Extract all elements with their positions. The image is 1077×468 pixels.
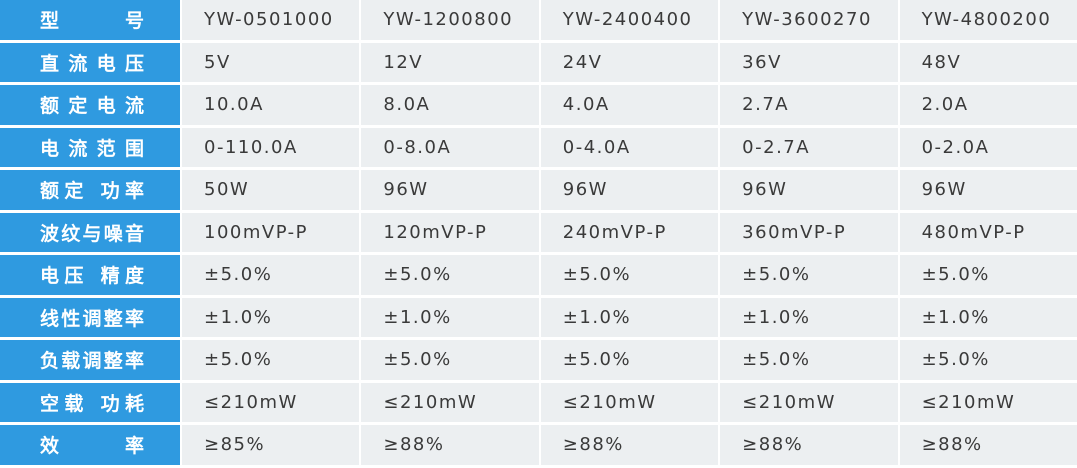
row-header: 电压 精度	[0, 255, 180, 295]
table-cell: 0-110.0A	[182, 127, 360, 167]
table-cell: 36V	[720, 42, 898, 82]
row-header: 型 号	[0, 0, 180, 40]
row-header: 额定电流	[0, 85, 180, 125]
table-cell: YW-4800200	[899, 0, 1077, 40]
table-cell: ±1.0%	[720, 297, 898, 337]
table-cell: ±5.0%	[540, 340, 719, 380]
table-cell: ≤210mW	[361, 382, 539, 422]
table-cell: 96W	[540, 170, 719, 210]
table-cell: YW-3600270	[720, 0, 898, 40]
row-header-text: 直流电压	[40, 52, 144, 75]
table-cell: 480mVP-P	[899, 212, 1077, 252]
table-cell: ±5.0%	[361, 340, 539, 380]
table-row: 负载调整率 ±5.0% ±5.0% ±5.0% ±5.0% ±5.0%	[0, 340, 1077, 380]
table-cell: ≥88%	[540, 425, 719, 465]
table-cell: 10.0A	[182, 85, 360, 125]
table-cell: ≤210mW	[720, 382, 898, 422]
table-cell: 12V	[361, 42, 539, 82]
row-header-text: 波纹与噪音	[40, 222, 144, 245]
table-cell: 2.0A	[899, 85, 1077, 125]
row-header-text: 额定电流	[40, 95, 144, 118]
row-header-text: 型 号	[40, 10, 144, 33]
row-header: 波纹与噪音	[0, 212, 180, 252]
table-row: 效 率 ≥85% ≥88% ≥88% ≥88% ≥88%	[0, 425, 1077, 465]
row-header-text: 额定 功率	[40, 180, 144, 203]
table-cell: 48V	[899, 42, 1077, 82]
table-row: 直流电压 5V 12V 24V 36V 48V	[0, 42, 1077, 82]
row-header: 额定 功率	[0, 170, 180, 210]
table-cell: 2.7A	[720, 85, 898, 125]
table-cell: ±1.0%	[182, 297, 360, 337]
table-cell: ≥88%	[720, 425, 898, 465]
table-cell: ±5.0%	[361, 255, 539, 295]
table-cell: ≥85%	[182, 425, 360, 465]
table-cell: 120mVP-P	[361, 212, 539, 252]
row-header-text: 电流范围	[40, 137, 144, 160]
table-cell: ±5.0%	[182, 255, 360, 295]
table-cell: ±1.0%	[899, 297, 1077, 337]
row-header-text: 空载 功耗	[40, 392, 144, 415]
table-cell: YW-1200800	[361, 0, 539, 40]
table-cell: ±5.0%	[720, 255, 898, 295]
table-cell: 24V	[540, 42, 719, 82]
table-cell: 240mVP-P	[540, 212, 719, 252]
table-cell: ±5.0%	[899, 340, 1077, 380]
table-row: 额定 功率 50W 96W 96W 96W 96W	[0, 170, 1077, 210]
table-cell: 96W	[899, 170, 1077, 210]
table-row: 额定电流 10.0A 8.0A 4.0A 2.7A 2.0A	[0, 85, 1077, 125]
table-cell: 100mVP-P	[182, 212, 360, 252]
table-row: 波纹与噪音 100mVP-P 120mVP-P 240mVP-P 360mVP-P 480…	[0, 212, 1077, 252]
table-cell: ≤210mW	[899, 382, 1077, 422]
table-cell: ±5.0%	[899, 255, 1077, 295]
table-cell: ±5.0%	[540, 255, 719, 295]
table-row: 型 号 YW-0501000 YW-1200800 YW-2400400 YW-3600…	[0, 0, 1077, 40]
row-header-text: 电压 精度	[40, 265, 144, 288]
table-cell: ≥88%	[899, 425, 1077, 465]
table-cell: 5V	[182, 42, 360, 82]
table-cell: 96W	[720, 170, 898, 210]
table-cell: 0-4.0A	[540, 127, 719, 167]
row-header: 空载 功耗	[0, 382, 180, 422]
row-header: 直流电压	[0, 42, 180, 82]
table-cell: 0-8.0A	[361, 127, 539, 167]
table-cell: ±5.0%	[182, 340, 360, 380]
row-header: 效 率	[0, 425, 180, 465]
table-cell: 360mVP-P	[720, 212, 898, 252]
table-cell: ±1.0%	[540, 297, 719, 337]
table-cell: ±5.0%	[720, 340, 898, 380]
row-header-text: 效 率	[40, 435, 144, 458]
row-header-text: 线性调整率	[40, 307, 144, 330]
table-cell: ≥88%	[361, 425, 539, 465]
table-cell: ±1.0%	[361, 297, 539, 337]
table-cell: ≤210mW	[182, 382, 360, 422]
table-cell: 4.0A	[540, 85, 719, 125]
table-row: 空载 功耗 ≤210mW ≤210mW ≤210mW ≤210mW ≤210mW	[0, 382, 1077, 422]
table-cell: ≤210mW	[540, 382, 719, 422]
table-row: 电压 精度 ±5.0% ±5.0% ±5.0% ±5.0% ±5.0%	[0, 255, 1077, 295]
row-header: 负载调整率	[0, 340, 180, 380]
table-cell: 50W	[182, 170, 360, 210]
table-cell: 0-2.7A	[720, 127, 898, 167]
table-row: 线性调整率 ±1.0% ±1.0% ±1.0% ±1.0% ±1.0%	[0, 297, 1077, 337]
row-header: 电流范围	[0, 127, 180, 167]
row-header-text: 负载调整率	[40, 350, 144, 373]
table-cell: 8.0A	[361, 85, 539, 125]
table-cell: 96W	[361, 170, 539, 210]
table-cell: YW-2400400	[540, 0, 719, 40]
table-cell: YW-0501000	[182, 0, 360, 40]
table-cell: 0-2.0A	[899, 127, 1077, 167]
row-header: 线性调整率	[0, 297, 180, 337]
table-row: 电流范围 0-110.0A 0-8.0A 0-4.0A 0-2.7A 0-2.0A	[0, 127, 1077, 167]
